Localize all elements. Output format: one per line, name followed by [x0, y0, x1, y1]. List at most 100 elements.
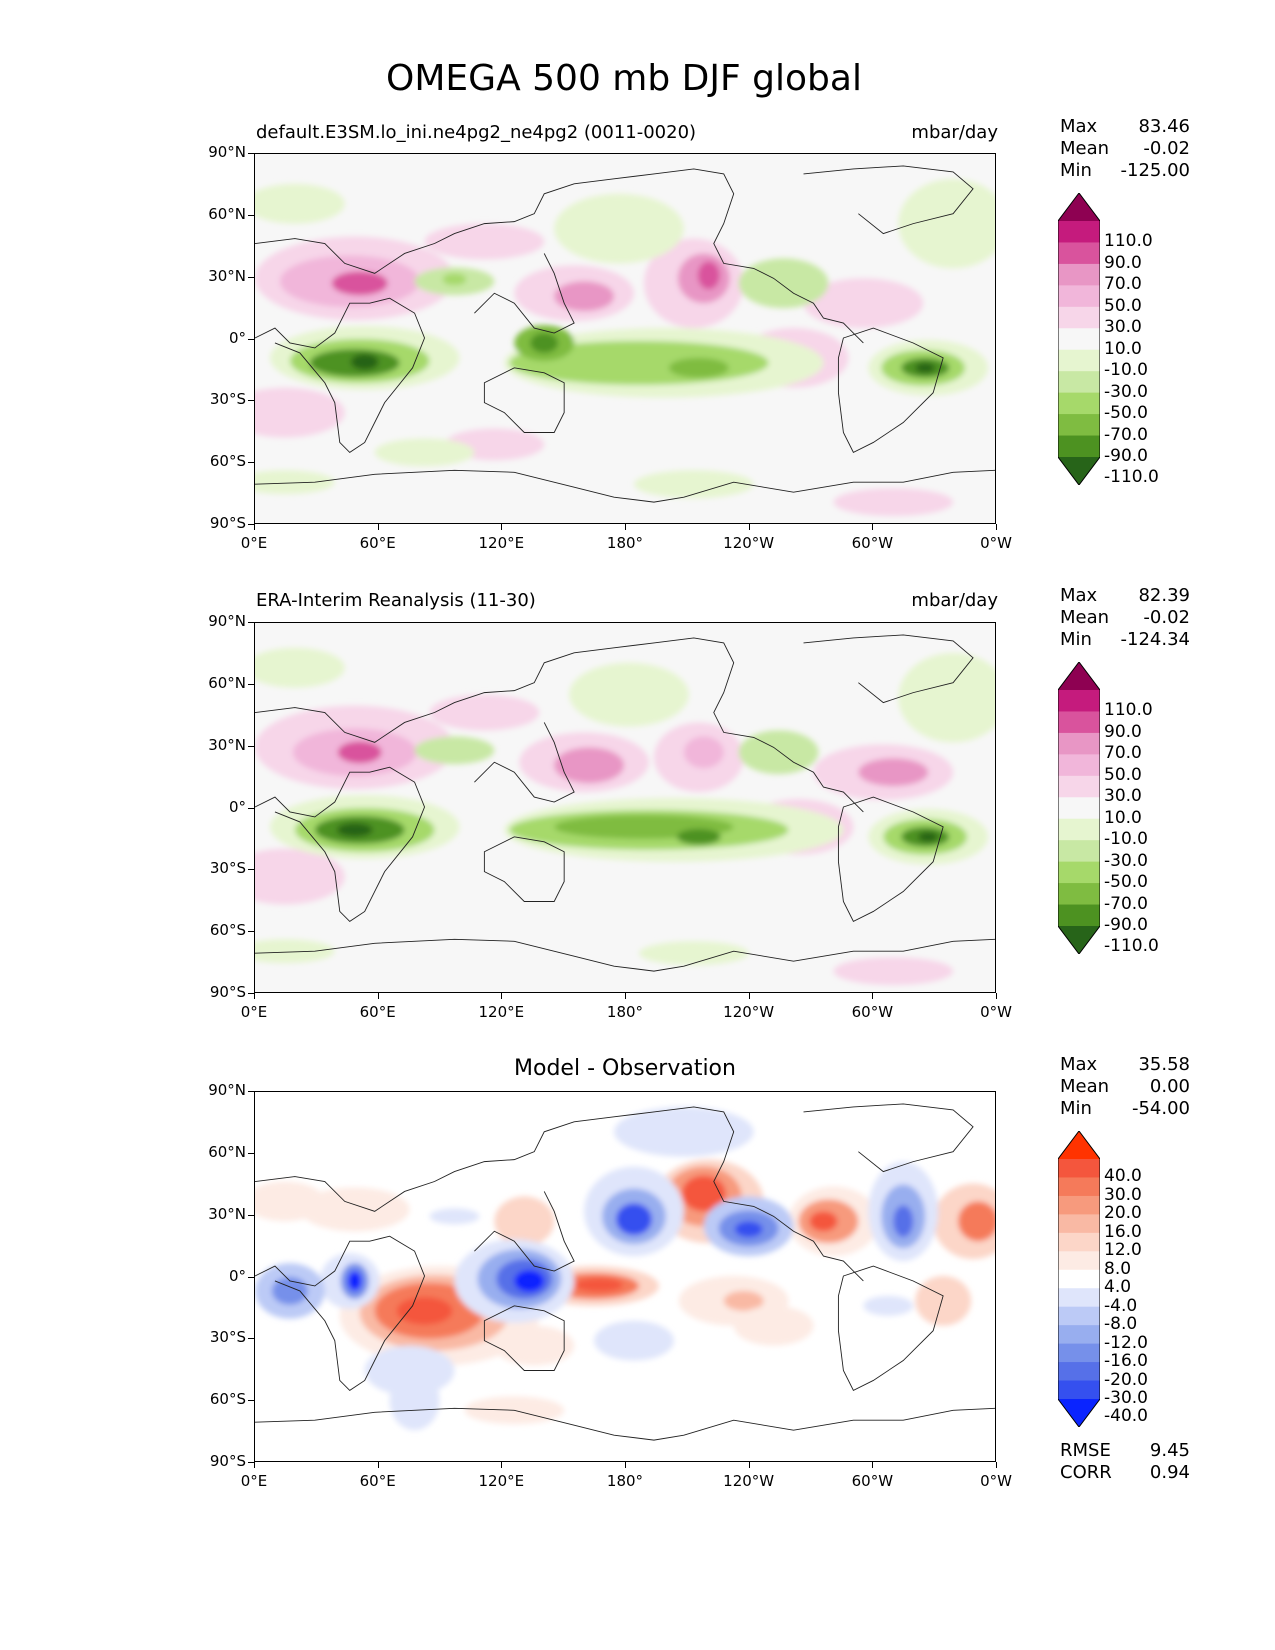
panel2-lon-tick-mark [748, 993, 750, 999]
panel1-max-value: 83.46 [1138, 116, 1190, 137]
colorbar-extend-min [1058, 457, 1100, 485]
panel1-lon-tick-mark [872, 524, 874, 530]
panel2-min-value: -124.34 [1120, 629, 1190, 650]
colorbar-swatch [1058, 840, 1100, 863]
colorbar-swatch [1058, 861, 1100, 884]
colorbar-swatch [1058, 883, 1100, 906]
panel3-colorbar-label: 20.0 [1104, 1203, 1142, 1224]
panel2-lat-tick-mark [248, 869, 254, 871]
panel3-lon-tick: 60°W [851, 1472, 894, 1490]
panel3-lat-tick: 90°N [208, 1081, 246, 1099]
panel2-contour-field [255, 634, 995, 986]
panel1-lat-tick: 0° [228, 328, 246, 347]
colorbar-swatch [1058, 1251, 1100, 1271]
colorbar-swatch [1058, 1269, 1100, 1289]
panel1-lon-tick: 120°W [723, 534, 775, 552]
colorbar-extend-max [1058, 193, 1100, 221]
panel1-lat-tick: 30°S [209, 390, 246, 409]
panel3-max-label: Max [1060, 1054, 1098, 1075]
colorbar-swatch [1058, 1288, 1100, 1308]
panel2-lon-tick-mark [377, 993, 379, 999]
panel1-lon-tick: 180° [606, 534, 644, 552]
panel1-lon-tick-mark [748, 524, 750, 530]
rmse-label: RMSE [1060, 1440, 1111, 1461]
panel2-mean-label: Mean [1060, 607, 1110, 628]
panel3-lat-tick: 60°S [209, 1390, 246, 1409]
panel3-lon-tick-mark [254, 1462, 255, 1468]
panel3-colorbar-label: 30.0 [1104, 1184, 1142, 1205]
panel2-lon-tick: 180° [606, 1003, 644, 1021]
panel1-lat-tick-mark [248, 153, 254, 154]
panel2-lat-tick-mark [248, 683, 254, 685]
panel3-colorbar-label: -8.0 [1104, 1314, 1138, 1335]
panel2-lat-tick: 30°S [209, 859, 246, 878]
panel2-max-value: 82.39 [1138, 585, 1190, 606]
panel1-max-label: Max [1060, 116, 1098, 137]
panel2-colorbar-label: 30.0 [1104, 786, 1142, 807]
colorbar-swatch [1058, 414, 1100, 437]
panel2-colorbar-label: -30.0 [1104, 850, 1148, 871]
panel2-colorbar-label: 90.0 [1104, 721, 1142, 742]
panel2-lat-tick: 90°N [208, 612, 246, 630]
panel2-map [254, 622, 996, 993]
panel3-title: Model - Observation [514, 1056, 736, 1081]
panel3-mean-value: 0.00 [1149, 1076, 1190, 1097]
panel3-min-value: -54.00 [1131, 1098, 1190, 1119]
panel3-lon-tick-mark [501, 1462, 503, 1468]
panel1-colorbar-label: 110.0 [1104, 231, 1153, 252]
panel1-lon-tick-mark [254, 524, 255, 530]
panel1-title-left: default.E3SM.lo_ini.ne4pg2_ne4pg2 (0011-… [256, 122, 697, 143]
panel2-colorbar-label: -50.0 [1104, 872, 1148, 893]
panel2-lat-tick-mark [248, 807, 254, 809]
panel3-lat-tick-mark [248, 1462, 254, 1463]
panel3-lon-tick: 60°E [359, 1472, 396, 1490]
colorbar-extend-min [1058, 926, 1100, 954]
panel2-lon-tick: 120°W [723, 1003, 775, 1021]
panel2-colorbar-label: 70.0 [1104, 743, 1142, 764]
colorbar-swatch [1058, 1214, 1100, 1234]
panel2-lon-tick-mark [872, 993, 874, 999]
panel2-colorbar-label: -110.0 [1104, 936, 1159, 957]
panel3-contour-field [255, 1103, 995, 1441]
panel3-colorbar [1058, 1131, 1100, 1427]
panel3-lon-tick-mark [625, 1462, 626, 1468]
panel1-lat-tick-mark [248, 400, 254, 402]
colorbar-swatch [1058, 904, 1100, 927]
panel1-lon-tick-mark [501, 524, 503, 530]
panel2-colorbar-label: -70.0 [1104, 893, 1148, 914]
panel1-colorbar-label: 90.0 [1104, 252, 1142, 273]
panel3-colorbar-label: -40.0 [1104, 1406, 1148, 1427]
panel2-lon-tick-mark [996, 993, 997, 999]
panel3-lat-tick-mark [248, 1400, 254, 1402]
colorbar-swatch [1058, 690, 1100, 712]
colorbar-swatch [1058, 1195, 1100, 1215]
panel1-min-value: -125.00 [1120, 160, 1190, 181]
panel3-colorbar-label: 12.0 [1104, 1240, 1142, 1261]
panel3-colorbar-label: 40.0 [1104, 1166, 1142, 1187]
panel3-lat-tick-mark [248, 1214, 254, 1216]
colorbar-swatch [1058, 1362, 1100, 1382]
panel2-lat-tick-mark [248, 622, 254, 623]
panel2-lat-tick: 30°N [208, 735, 246, 754]
panel3-metrics: RMSE 9.45 CORR 0.94 [1060, 1440, 1190, 1484]
panel3-lon-tick-mark [377, 1462, 379, 1468]
panel1-lon-tick-mark [625, 524, 626, 530]
colorbar-swatch [1058, 221, 1100, 243]
panel3-colorbar-label: -30.0 [1104, 1388, 1148, 1408]
panel3-lat-tick-mark [248, 1152, 254, 1154]
panel1-lon-tick-mark [377, 524, 379, 530]
panel3-colorbar-svg [1058, 1131, 1100, 1427]
colorbar-swatch [1058, 285, 1100, 308]
panel1-lon-tick: 0°W [980, 534, 1012, 552]
panel2-colorbar-svg [1058, 662, 1100, 954]
panel1-lon-tick: 60°W [851, 534, 894, 552]
corr-label: CORR [1060, 1462, 1112, 1483]
panel1-contour-field [255, 165, 995, 517]
figure-title: OMEGA 500 mb DJF global [386, 58, 862, 99]
colorbar-swatch [1058, 435, 1100, 458]
panel3-colorbar-label: 16.0 [1104, 1221, 1142, 1242]
panel1-lon-tick: 0°E [240, 534, 268, 552]
panel1-mean-label: Mean [1060, 138, 1110, 159]
panel1-colorbar [1058, 193, 1100, 485]
panel1-colorbar-label: -70.0 [1104, 424, 1148, 445]
